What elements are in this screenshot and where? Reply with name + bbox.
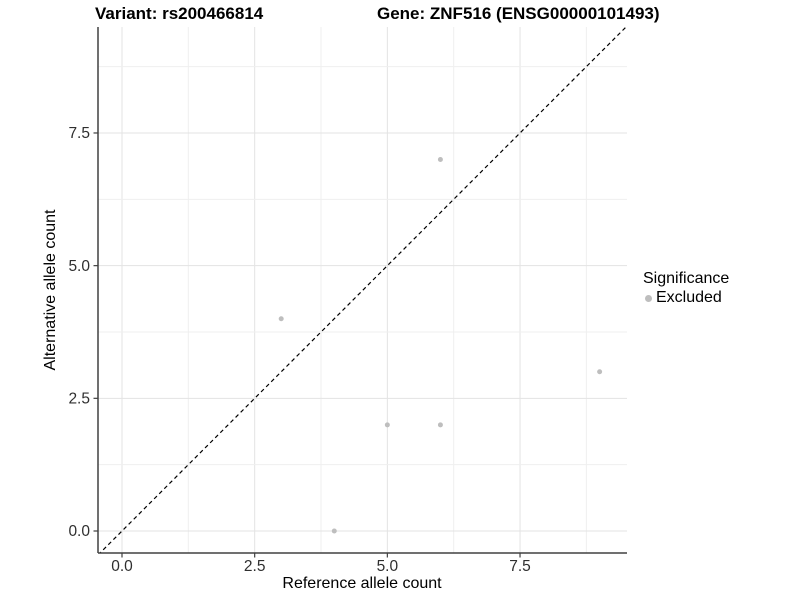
data-point bbox=[597, 369, 603, 375]
legend: Significance Excluded bbox=[643, 270, 729, 307]
axes: 0.0 2.5 5.0 7.5 0.0 2.5 5.0 7.5 bbox=[68, 27, 627, 575]
gridlines bbox=[98, 27, 627, 553]
data-point bbox=[331, 528, 337, 534]
legend-point-icon bbox=[645, 294, 652, 302]
y-axis-title: Alternative allele count bbox=[42, 209, 59, 371]
x-tick-label: 7.5 bbox=[509, 558, 531, 575]
legend-item-label: Excluded bbox=[656, 289, 722, 306]
variant-title: Variant: rs200466814 bbox=[95, 4, 264, 23]
data-point bbox=[384, 422, 390, 428]
y-tick-label: 7.5 bbox=[68, 125, 90, 142]
data-point bbox=[437, 157, 443, 163]
y-tick-label: 0.0 bbox=[68, 523, 90, 540]
gene-title: Gene: ZNF516 (ENSG00000101493) bbox=[377, 4, 660, 23]
y-tick-label: 5.0 bbox=[68, 258, 90, 275]
x-axis-title: Reference allele count bbox=[282, 575, 442, 592]
x-tick-label: 2.5 bbox=[244, 558, 266, 575]
x-tick-label: 0.0 bbox=[111, 558, 133, 575]
y-tick-label: 2.5 bbox=[68, 391, 90, 408]
x-tick-label: 5.0 bbox=[377, 558, 399, 575]
legend-item-excluded: Excluded bbox=[643, 289, 729, 307]
data-point bbox=[278, 316, 284, 322]
data-points bbox=[278, 157, 603, 534]
legend-title: Significance bbox=[643, 270, 730, 287]
identity-line bbox=[99, 27, 627, 553]
data-point bbox=[437, 422, 443, 428]
identity-line-group bbox=[99, 27, 627, 553]
